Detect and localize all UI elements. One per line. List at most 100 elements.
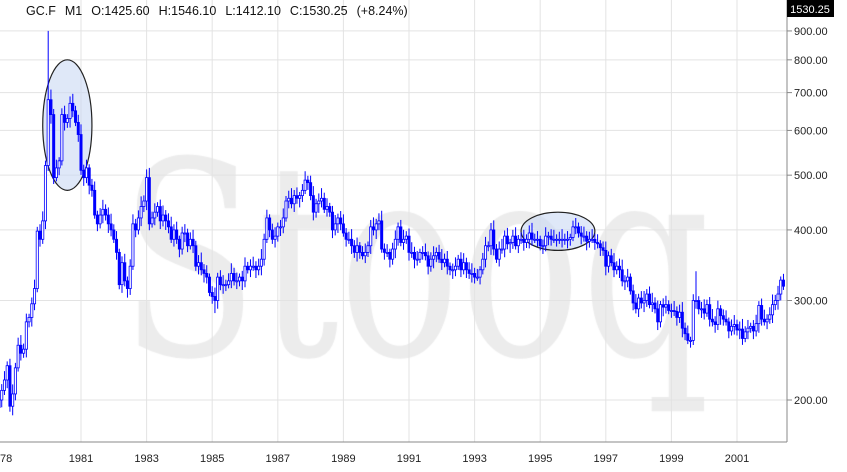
candles <box>0 30 785 416</box>
candle-body-up <box>300 189 304 197</box>
candle-body-down <box>158 206 162 222</box>
candle <box>347 231 351 244</box>
candle <box>497 241 501 267</box>
candle <box>175 221 179 244</box>
close-value: C:1530.25 <box>289 4 348 18</box>
candle-body-down <box>549 235 553 240</box>
candle-body-up <box>519 238 523 241</box>
candle <box>489 222 493 255</box>
candle <box>101 199 105 224</box>
candle <box>771 294 775 324</box>
y-tick-label: 200.00 <box>794 395 828 407</box>
candle-body-up <box>730 325 734 332</box>
candle-body-down <box>492 229 496 250</box>
candle <box>560 229 564 248</box>
candle <box>322 192 326 214</box>
candle-body-down <box>760 305 764 320</box>
candle-body-up <box>153 211 157 219</box>
candle-body-down <box>82 169 86 179</box>
candle <box>555 234 559 247</box>
candle <box>65 114 69 128</box>
candle-body-up <box>716 308 720 325</box>
candle <box>423 243 427 261</box>
candle <box>730 319 734 336</box>
candle <box>199 252 203 276</box>
chart-header: GC.F M1 O:1425.60 H:1546.10 L:1412.10 C:1530.… <box>26 4 417 18</box>
candle-body-down <box>639 297 643 304</box>
candle-body-down <box>388 251 392 260</box>
candle-body-up <box>314 203 318 213</box>
candle <box>781 273 785 290</box>
candle <box>5 361 9 389</box>
candle <box>27 313 31 328</box>
candle-body-up <box>101 208 105 216</box>
candle <box>229 263 233 289</box>
candle-body-up <box>183 232 187 235</box>
candle-body-up <box>421 251 425 254</box>
candle <box>84 159 88 184</box>
candle <box>60 108 64 166</box>
open-value: O:1425.60 <box>91 4 150 18</box>
candle-body-up <box>779 279 783 295</box>
candle <box>270 223 274 244</box>
candle <box>746 319 750 340</box>
candle <box>609 248 613 267</box>
candle <box>197 255 201 275</box>
candle <box>93 181 97 219</box>
candle-body-up <box>691 300 695 341</box>
candle-body-down <box>437 251 441 260</box>
candle <box>216 272 220 309</box>
candle <box>202 264 206 283</box>
candle <box>503 230 507 258</box>
candle-body-up <box>251 265 255 268</box>
candle-body-up <box>46 99 50 166</box>
candle <box>656 300 660 331</box>
candle-body-up <box>259 258 263 267</box>
candle-body-up <box>678 311 682 318</box>
candle-body-up <box>481 258 485 271</box>
candle-body-down <box>134 223 138 231</box>
candle-body-up <box>637 297 641 310</box>
candle-body-down <box>240 276 244 282</box>
y-tick-label: 300.00 <box>794 296 828 308</box>
candle-body-up <box>689 339 693 342</box>
candle-body-up <box>347 238 351 241</box>
candle <box>585 231 589 251</box>
candle-body-down <box>104 208 108 216</box>
candle-body-up <box>451 269 455 272</box>
candle <box>779 276 783 301</box>
x-tick-label: 1981 <box>69 453 93 465</box>
x-tick-label: 1997 <box>594 453 618 465</box>
candle <box>273 227 277 248</box>
candle <box>628 273 632 295</box>
candle <box>508 238 512 253</box>
candle <box>298 191 302 208</box>
candle-body-up <box>363 251 367 257</box>
candle <box>579 226 583 245</box>
candle <box>240 270 244 290</box>
candle <box>336 213 340 233</box>
candle-body-down <box>207 276 211 293</box>
candle-body-down <box>740 328 744 339</box>
candle <box>445 250 449 275</box>
candle <box>713 316 717 333</box>
candle-body-up <box>197 262 201 267</box>
candle <box>661 298 665 317</box>
candle <box>24 313 28 358</box>
candle <box>481 252 485 275</box>
candle <box>484 236 488 268</box>
candle <box>768 307 772 324</box>
candle-body-up <box>418 251 422 260</box>
candle-body-down <box>79 134 83 171</box>
candle-body-down <box>218 276 222 286</box>
candle-body-up <box>5 365 9 381</box>
candle-body-up <box>13 367 17 395</box>
candle-body-down <box>727 321 731 332</box>
candle <box>615 261 619 275</box>
candle <box>112 224 116 244</box>
candle-body-up <box>68 102 72 119</box>
candle-body-up <box>355 245 359 253</box>
candle-body-up <box>284 200 288 219</box>
candle-body-down <box>164 214 168 222</box>
